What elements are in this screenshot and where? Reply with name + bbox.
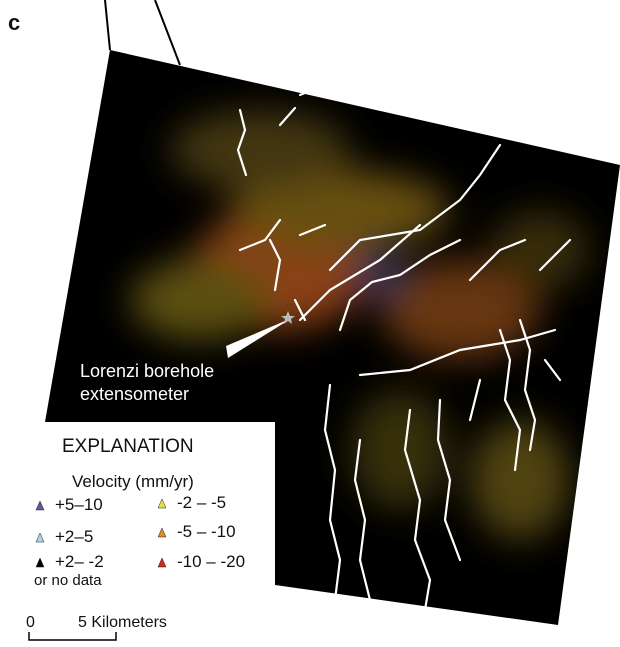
legend: +5–10 +2–5 +2– -2or no data -2 – -5 -5 – -10… <box>34 493 245 589</box>
legend-label: +5–10 <box>55 495 103 514</box>
legend-label: +2–5 <box>55 527 93 546</box>
legend-label: -5 – -10 <box>177 522 236 541</box>
legend-symbol <box>158 558 166 567</box>
legend-subtitle: Velocity (mm/yr) <box>72 472 194 491</box>
legend-title: EXPLANATION <box>62 436 194 457</box>
annotation: Lorenzi borehole <box>80 361 214 381</box>
map-figure: c Lorenzi borehole extensometer EXPLANAT… <box>0 0 620 642</box>
inset-line <box>105 0 110 50</box>
panel-label: c <box>8 10 20 35</box>
scale-bar <box>29 632 116 640</box>
inset-line <box>155 0 180 65</box>
legend-symbol <box>158 528 166 537</box>
legend-label: -2 – -5 <box>177 493 226 512</box>
legend-note: or no data <box>34 572 102 589</box>
legend-label: +2– -2 <box>55 552 104 571</box>
scale-label: 0 <box>26 614 35 631</box>
legend-symbol <box>36 558 44 567</box>
legend-symbol <box>36 501 44 510</box>
scale-label: 5 Kilometers <box>78 614 167 631</box>
legend-label: -10 – -20 <box>177 552 245 571</box>
annotation: extensometer <box>80 384 189 404</box>
legend-symbol <box>36 533 44 542</box>
legend-symbol <box>158 499 166 508</box>
